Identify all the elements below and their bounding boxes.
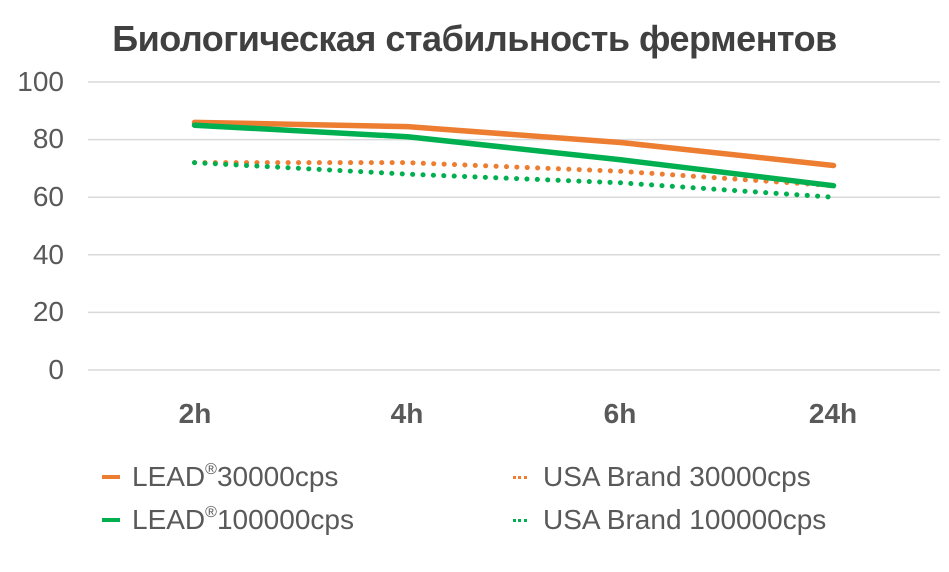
series-line xyxy=(191,119,837,169)
y-tick-label: 100 xyxy=(17,66,64,97)
legend-item-lead-30000: LEAD®30000cps xyxy=(102,461,338,493)
legend-label: USA Brand 100000cps xyxy=(543,504,827,535)
y-tick-label: 60 xyxy=(32,181,64,212)
x-tick-label: 2h xyxy=(178,398,212,429)
y-tick-label: 80 xyxy=(32,123,64,154)
legend-item-lead-100000: LEAD®100000cps xyxy=(102,504,354,536)
y-tick-label: 40 xyxy=(32,239,64,270)
legend-label: LEAD®100000cps xyxy=(132,504,354,535)
legend-item-usa-100000: USA Brand 100000cps xyxy=(513,504,826,536)
legend-item-usa-30000: USA Brand 30000cps xyxy=(513,461,811,493)
chart-title: Биологическая стабильность ферментов xyxy=(112,18,837,59)
y-tick-label: 0 xyxy=(48,354,64,385)
legend-label: USA Brand 30000cps xyxy=(543,461,811,492)
legend-dotted-line-icon xyxy=(513,475,527,479)
series-line xyxy=(192,160,836,200)
x-tick-label: 6h xyxy=(603,398,637,429)
legend-solid-line-icon xyxy=(102,475,120,479)
x-tick-label: 24h xyxy=(808,398,858,429)
series-line xyxy=(192,160,836,189)
legend-label: LEAD®30000cps xyxy=(132,461,339,492)
legend-dotted-line-icon xyxy=(513,518,527,522)
y-tick-label: 20 xyxy=(32,296,64,327)
series-line xyxy=(191,122,837,189)
legend-solid-line-icon xyxy=(102,518,120,522)
x-tick-label: 4h xyxy=(390,398,424,429)
